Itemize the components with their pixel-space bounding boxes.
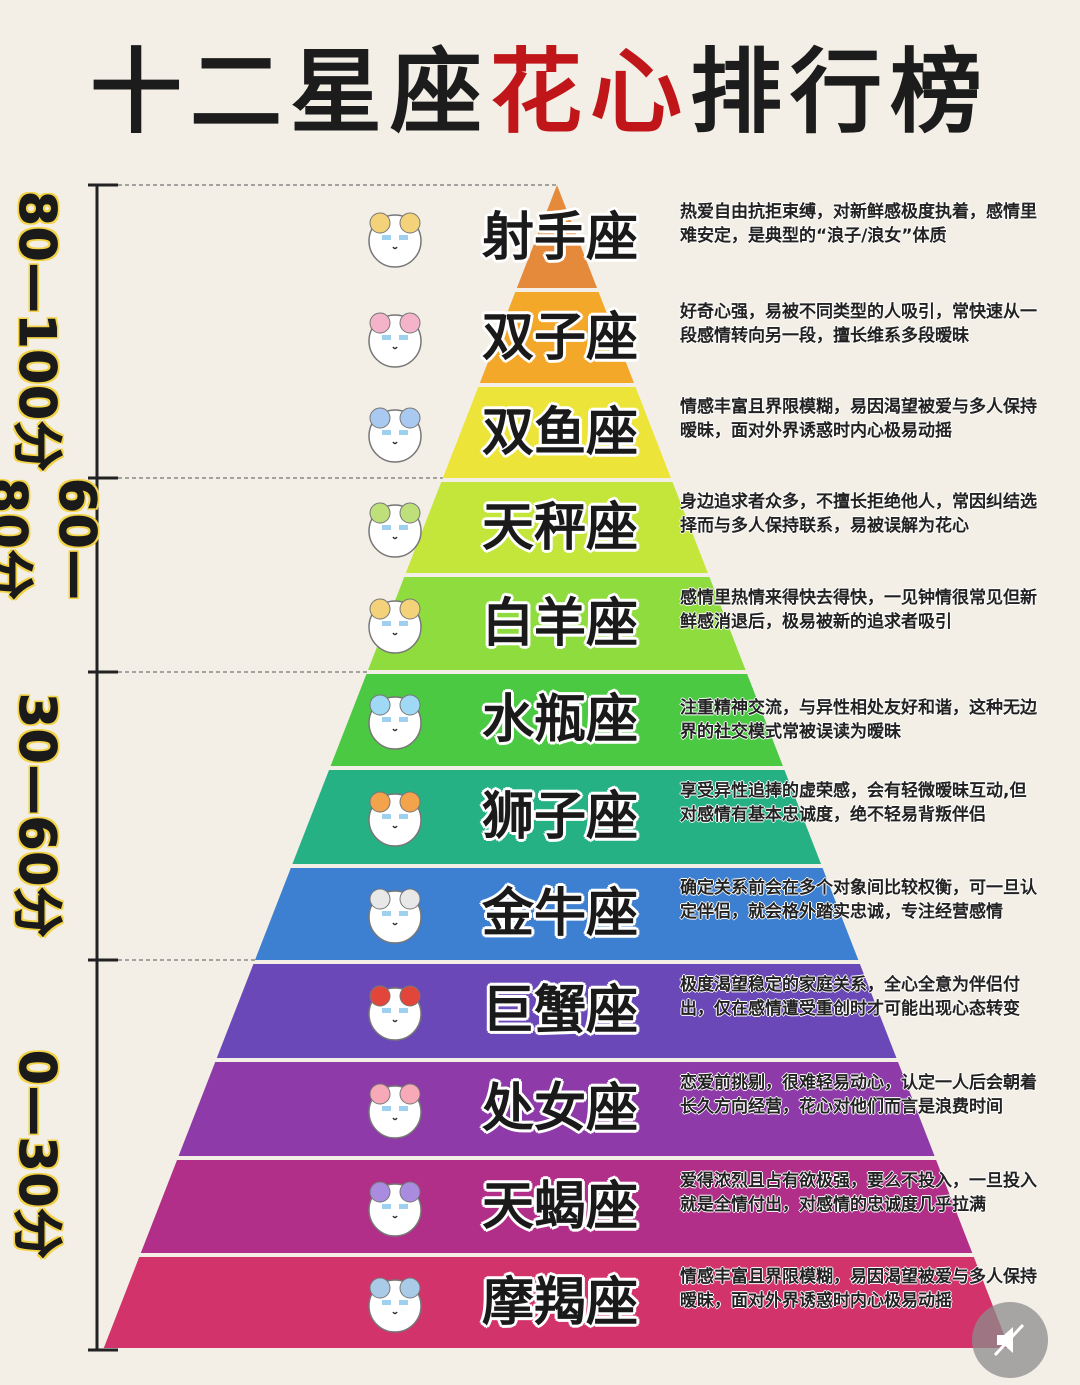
pyramid-tier-1 xyxy=(516,185,598,288)
zodiac-name: 射手座 xyxy=(481,207,638,268)
tier-row: 双鱼座 情感丰富且界限模糊，易因渴望被爱与多人保持暧昧，面对外界诱惑时内心极易动摇 xyxy=(0,385,1080,480)
scorpio-mascot-icon xyxy=(368,1181,422,1237)
zodiac-name: 双子座 xyxy=(481,307,638,368)
tier-row: 水瓶座 注重精神交流，与异性相处友好和谐，这种无边界的社交模式常被误读为暧昧 xyxy=(0,672,1080,768)
tier-row: 双子座 好奇心强，易被不同类型的人吸引，常快速从一段感情转向另一段，擅长维系多段暧… xyxy=(0,290,1080,385)
libra-mascot-icon xyxy=(368,502,422,558)
pyramid-tier-7 xyxy=(292,770,822,864)
tier-row: 白羊座 感情里热情来得快去得快，一见钟情很常见但新鲜感消退后，极易被新的追求者吸引 xyxy=(0,575,1080,672)
zodiac-description: 注重精神交流，与异性相处友好和谐，这种无边界的社交模式常被误读为暧昧 xyxy=(680,698,1037,742)
mute-icon xyxy=(993,1323,1025,1357)
score-band-label: 80—100分 xyxy=(0,185,84,478)
pyramid-tier-3 xyxy=(442,387,671,478)
zodiac-name: 双鱼座 xyxy=(481,402,638,463)
tier-row: 处女座 恋爱前挑剔，很难轻易动心，认定一人后会朝着长久方向经营，花心对他们而言是浪… xyxy=(0,1060,1080,1158)
score-band-label: 60—80分 xyxy=(0,478,107,672)
score-band-label: 0—30分 xyxy=(0,960,84,1350)
zodiac-description: 热爱自由抗拒束缚，对新鲜感极度执着，感情里难安定，是典型的“浪子/浪女”体质 xyxy=(680,201,1037,246)
tier-row: 金牛座 确定关系前会在多个对象间比较权衡，可一旦认定伴侣，就会格外踏实忠诚，专注经… xyxy=(0,866,1080,962)
score-band-text: 30—60分 xyxy=(8,693,67,939)
zodiac-description: 身边追求者众多，不擅长拒绝他人，常因纠结选择而与多人保持联系，易被误解为花心 xyxy=(680,491,1037,536)
tier-row: 巨蟹座 极度渴望稳定的家庭关系，全心全意为伴侣付出，仅在感情遭受重创时才可能出现心… xyxy=(0,962,1080,1060)
pyramid-tier-6 xyxy=(330,674,783,766)
zodiac-name: 巨蟹座 xyxy=(481,981,638,1041)
pyramid-tier-12 xyxy=(103,1257,1010,1348)
zodiac-name: 天秤座 xyxy=(481,497,638,558)
aries-mascot-icon xyxy=(368,598,422,654)
zodiac-description: 情感丰富且界限模糊，易因渴望被爱与多人保持暧昧，面对外界诱惑时内心极易动摇 xyxy=(680,1266,1037,1311)
pyramid-tier-5 xyxy=(367,577,746,670)
zodiac-description: 享受异性追捧的虚荣感，会有轻微暧昧互动,但对感情有基本忠诚度，绝不轻易背叛伴侣 xyxy=(680,781,1027,825)
zodiac-description: 情感丰富且界限模糊，易因渴望被爱与多人保持暧昧，面对外界诱惑时内心极易动摇 xyxy=(680,396,1037,441)
score-band-text: 60—80分 xyxy=(0,478,107,602)
pyramid-tier-2 xyxy=(479,292,634,383)
zodiac-description: 好奇心强，易被不同类型的人吸引，常快速从一段感情转向另一段，擅长维系多段暧昧 xyxy=(680,301,1037,346)
gemini-mascot-icon xyxy=(368,312,422,368)
sagittarius-mascot-icon xyxy=(368,212,422,268)
zodiac-name: 摩羯座 xyxy=(481,1272,638,1333)
title-part-2: 排行榜 xyxy=(690,39,991,146)
pyramid-tier-10 xyxy=(178,1062,935,1156)
zodiac-name: 处女座 xyxy=(481,1079,638,1139)
leo-mascot-icon xyxy=(368,791,422,847)
tier-row: 天秤座 身边追求者众多，不擅长拒绝他人，常因纠结选择而与多人保持联系，易被误解为花… xyxy=(0,480,1080,575)
title-part-1: 十二星座 xyxy=(89,39,490,146)
zodiac-description: 爱得浓烈且占有欲极强，要么不投入，一旦投入就是全情付出，对感情的忠诚度几乎拉满 xyxy=(680,1170,1037,1215)
zodiac-description: 确定关系前会在多个对象间比较权衡，可一旦认定伴侣，就会格外踏实忠诚，专注经营感情 xyxy=(680,878,1037,922)
score-band-label: 30—60分 xyxy=(0,672,84,960)
zodiac-description: 极度渴望稳定的家庭关系，全心全意为伴侣付出，仅在感情遭受重创时才可能出现心态转变 xyxy=(680,975,1020,1019)
tier-row: 摩羯座 情感丰富且界限模糊，易因渴望被爱与多人保持暧昧，面对外界诱惑时内心极易动摇 xyxy=(0,1255,1080,1350)
tier-row: 天蝎座 爱得浓烈且占有欲极强，要么不投入，一旦投入就是全情付出，对感情的忠诚度几乎… xyxy=(0,1158,1080,1255)
zodiac-name: 金牛座 xyxy=(481,884,638,944)
pyramid-tier-4 xyxy=(405,482,708,573)
pisces-mascot-icon xyxy=(368,407,422,463)
zodiac-name: 天蝎座 xyxy=(481,1176,638,1237)
zodiac-name: 白羊座 xyxy=(481,593,638,654)
tier-row: 射手座 热爱自由抗拒束缚，对新鲜感极度执着，感情里难安定，是典型的“浪子/浪女”体… xyxy=(0,185,1080,290)
score-band-text: 80—100分 xyxy=(8,191,67,473)
mute-button[interactable] xyxy=(972,1302,1048,1378)
zodiac-description: 感情里热情来得快去得快，一见钟情很常见但新鲜感消退后，极易被新的追求者吸引 xyxy=(680,587,1037,632)
taurus-mascot-icon xyxy=(368,888,422,944)
zodiac-name: 狮子座 xyxy=(481,787,638,847)
virgo-mascot-icon xyxy=(368,1083,422,1139)
title-highlight: 花心 xyxy=(489,39,690,146)
cancer-mascot-icon xyxy=(368,985,422,1041)
page-title: 十二星座花心排行榜 xyxy=(0,38,1080,148)
tier-row: 狮子座 享受异性追捧的虚荣感，会有轻微暧昧互动,但对感情有基本忠诚度，绝不轻易背叛… xyxy=(0,768,1080,866)
capricorn-mascot-icon xyxy=(368,1277,422,1333)
zodiac-name: 水瓶座 xyxy=(481,690,638,750)
aquarius-mascot-icon xyxy=(368,694,422,750)
pyramid-tier-11 xyxy=(140,1160,973,1253)
zodiac-description: 恋爱前挑剔，很难轻易动心，认定一人后会朝着长久方向经营，花心对他们而言是浪费时间 xyxy=(680,1073,1037,1117)
score-band-text: 0—30分 xyxy=(8,1050,67,1260)
